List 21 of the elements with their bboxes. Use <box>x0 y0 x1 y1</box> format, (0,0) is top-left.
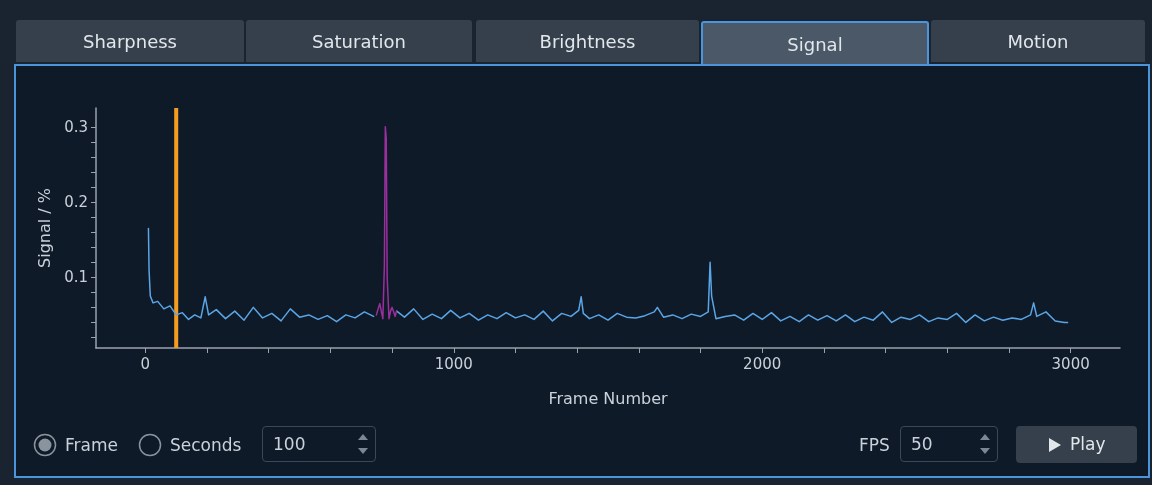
text: Saturation <box>246 20 472 62</box>
x-tick-label: 3000 <box>1051 354 1090 373</box>
text: 50 <box>911 434 933 454</box>
text: Signal <box>701 21 929 65</box>
text: Play <box>1070 434 1106 454</box>
x-axis-title: Frame Number <box>548 388 669 408</box>
text: 100 <box>273 434 306 454</box>
x-tick-label: 0 <box>140 354 151 373</box>
y-axis-title: Signal / % <box>34 188 54 268</box>
text: FPS <box>859 435 890 455</box>
text: Frame <box>65 435 118 455</box>
y-tick-label: 0.3 <box>64 117 88 136</box>
text: Brightness <box>476 20 699 62</box>
text: Seconds <box>170 435 242 455</box>
y-tick-label: 0.2 <box>64 193 88 212</box>
x-tick-label: 2000 <box>743 354 782 373</box>
text: Motion <box>931 20 1145 62</box>
x-tick-label: 1000 <box>434 354 473 373</box>
text: Sharpness <box>16 20 244 62</box>
y-tick-label: 0.1 <box>64 268 88 287</box>
line-series <box>375 126 398 320</box>
